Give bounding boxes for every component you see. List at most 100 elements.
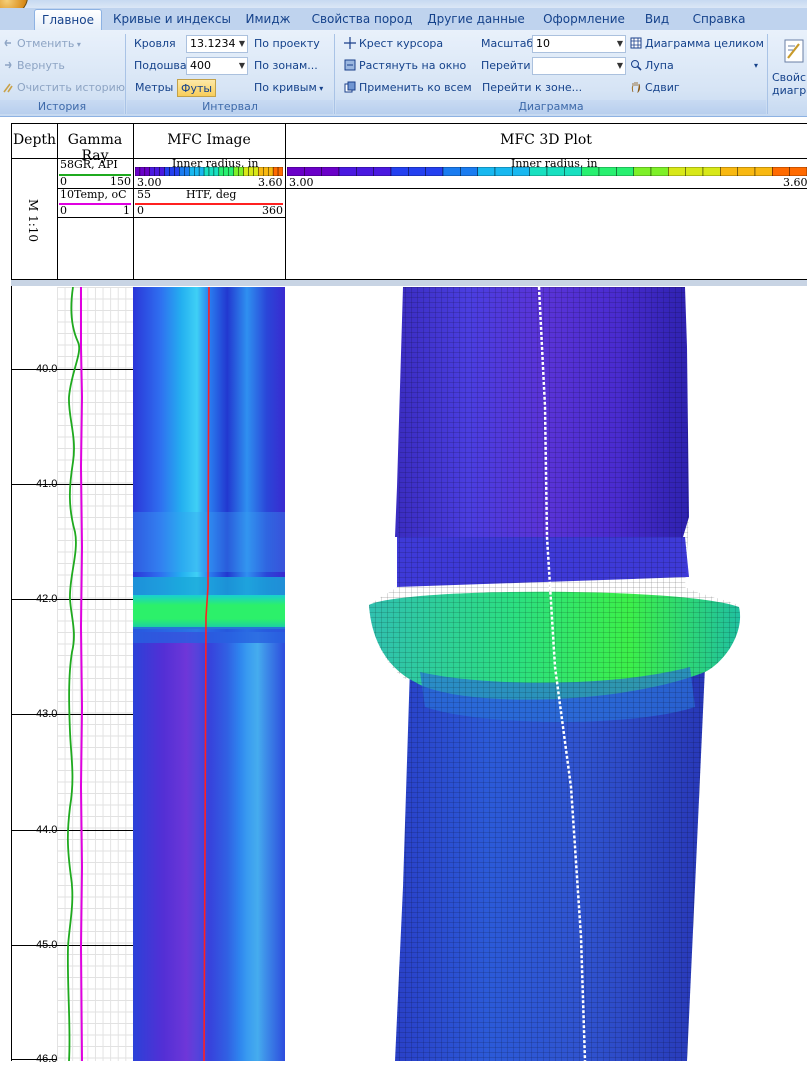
- diagram-properties-icon[interactable]: [783, 38, 805, 64]
- undo-label: Отменить: [17, 37, 75, 50]
- magnifier-label: Лупа: [645, 59, 674, 72]
- tab-curves-indexes[interactable]: Кривые и индексы: [113, 12, 231, 26]
- undo-button[interactable]: Отменить ▾: [2, 35, 81, 53]
- tab-other-data[interactable]: Другие данные: [427, 12, 525, 26]
- tab-view[interactable]: Вид: [644, 12, 670, 26]
- tab-help[interactable]: Справка: [692, 12, 746, 26]
- gamma-ray-track: [57, 287, 133, 1061]
- palette-swatch: [356, 167, 374, 176]
- palette-swatch: [179, 167, 185, 176]
- palette-swatch: [272, 167, 279, 176]
- gr-scale-max: 150: [110, 175, 131, 188]
- top-depth-value: 13.1234: [190, 37, 236, 50]
- title-bar: [0, 0, 807, 8]
- header-border-title: [11, 158, 807, 159]
- whole-diagram-button[interactable]: Диаграмма целиком: [630, 35, 764, 53]
- image-palette-bar: [135, 167, 283, 176]
- palette-swatch: [169, 167, 175, 176]
- palette-swatch: [203, 167, 210, 176]
- palette-swatch: [338, 167, 357, 176]
- group-separator: [334, 34, 335, 114]
- palette-swatch: [243, 167, 249, 176]
- top-depth-combo[interactable]: 13.1234 ▼: [186, 35, 248, 53]
- curve-header-divider: [285, 188, 807, 189]
- htf-left-number: 55: [137, 188, 151, 201]
- clear-history-button[interactable]: Очистить историю: [2, 79, 125, 97]
- palette-swatch: [258, 167, 264, 176]
- redo-button[interactable]: Вернуть: [2, 57, 65, 75]
- tab-formatting[interactable]: Оформление: [543, 12, 625, 26]
- palette-swatch: [442, 167, 461, 176]
- palette-swatch: [512, 167, 530, 176]
- palette-swatch: [685, 167, 704, 176]
- mfc-3d-plot: [285, 287, 807, 1061]
- depth-label: 44.0: [36, 824, 58, 836]
- group-title-history: История: [0, 100, 124, 114]
- header-splitter[interactable]: [11, 280, 807, 286]
- palette-swatch: [425, 167, 444, 176]
- htf-curve: [203, 287, 210, 1061]
- chevron-down-icon: ▼: [616, 39, 623, 48]
- pan-button[interactable]: Сдвиг: [630, 79, 680, 97]
- curve-header-divider: [133, 188, 285, 189]
- cursor-cross-button[interactable]: Крест курсора: [344, 35, 443, 53]
- palette-swatch: [139, 167, 146, 176]
- tab-image[interactable]: Имидж: [245, 12, 291, 26]
- palette-swatch: [144, 167, 150, 176]
- palette-swatch: [164, 167, 170, 176]
- palette-swatch: [213, 167, 220, 176]
- tab-rock-properties[interactable]: Свойства пород: [311, 12, 413, 26]
- scale-label: Масштаб: [481, 37, 534, 50]
- palette-swatch: [581, 167, 600, 176]
- htf-scale-min: 0: [137, 204, 144, 217]
- log-view: [11, 123, 807, 1061]
- diagram-properties-button[interactable]: Свойс диагра: [772, 71, 807, 97]
- palette-swatch: [267, 167, 274, 176]
- palette-swatch: [390, 167, 409, 176]
- curve-header-divider: [133, 217, 285, 218]
- palette-swatch: [198, 167, 205, 176]
- mfc-3d-plot-header: MFC 3D Plot: [500, 132, 592, 148]
- palette-swatch: [321, 167, 340, 176]
- magnifier-button[interactable]: Лупа: [630, 57, 674, 75]
- palette-swatch: [598, 167, 617, 176]
- apply-to-all-button[interactable]: Применить ко всем: [344, 79, 472, 97]
- undo-icon: [2, 37, 14, 49]
- scale-combo[interactable]: 10 ▼: [532, 35, 626, 53]
- chevron-down-icon: ▼: [238, 61, 245, 70]
- apply-to-all-label: Применить ко всем: [359, 81, 472, 94]
- palette-swatch: [650, 167, 669, 176]
- palette-swatch: [233, 167, 239, 176]
- bottom-depth-value: 400: [190, 59, 211, 72]
- palette-swatch: [159, 167, 165, 176]
- goto-zone-button[interactable]: Перейти к зоне...: [482, 81, 583, 94]
- stretch-to-window-button[interactable]: Растянуть на окно: [344, 57, 466, 75]
- magnifier-dropdown-arrow[interactable]: ▾: [754, 61, 759, 70]
- mfc-image-header: MFC Image: [167, 132, 251, 148]
- palette-swatch: [174, 167, 180, 176]
- htf-curve-label: HTF, deg: [186, 188, 237, 201]
- by-curves-button[interactable]: По кривым ▾: [254, 81, 324, 94]
- clear-history-label: Очистить историю: [17, 81, 126, 94]
- goto-combo[interactable]: ▼: [532, 57, 626, 75]
- track-divider: [133, 123, 134, 279]
- palette-swatch: [616, 167, 634, 176]
- chevron-down-icon: ▼: [238, 39, 245, 48]
- gr-curve-label: GR, API: [74, 158, 118, 171]
- gr-curve-swatch: [59, 174, 131, 176]
- tab-home[interactable]: Главное: [34, 9, 102, 30]
- image-radius-min: 3.00: [137, 176, 162, 189]
- meters-toggle[interactable]: Метры: [135, 81, 174, 94]
- magnifier-icon: [630, 59, 642, 71]
- palette-swatch: [408, 167, 426, 176]
- feet-toggle[interactable]: Футы: [177, 79, 217, 97]
- diagram-properties-line1: Свойс: [772, 71, 807, 84]
- palette-swatch: [460, 167, 478, 176]
- by-project-button[interactable]: По проекту: [254, 37, 320, 50]
- gr-left-number: 58: [60, 158, 74, 171]
- palette-swatch: [546, 167, 565, 176]
- top-label: Кровля: [134, 37, 176, 50]
- depth-label: 41.0: [36, 478, 58, 490]
- bottom-depth-combo[interactable]: 400 ▼: [186, 57, 248, 75]
- by-zones-button[interactable]: По зонам...: [254, 59, 318, 72]
